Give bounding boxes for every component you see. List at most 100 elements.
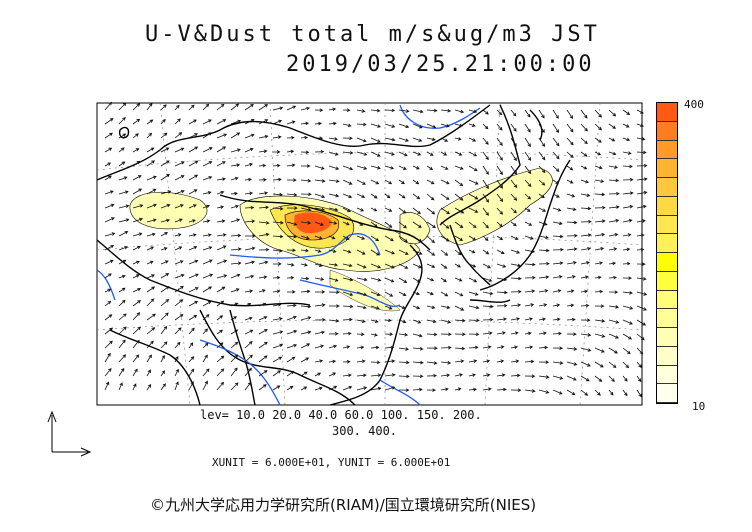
wind-vector [384, 193, 391, 199]
wind-vector [412, 360, 424, 365]
wind-vector [426, 361, 438, 365]
wind-vector [440, 235, 450, 242]
wind-vector [132, 148, 140, 153]
wind-vector [384, 318, 392, 323]
wind-vector [412, 346, 424, 351]
wind-vector [342, 345, 351, 349]
wind-vector [118, 176, 128, 181]
wind-vector [202, 233, 212, 237]
wind-vector [412, 151, 422, 156]
wind-vector [636, 291, 648, 296]
wind-vector [454, 346, 466, 351]
wind-vector [146, 313, 156, 321]
wind-vector [468, 207, 479, 213]
wind-vector [496, 165, 503, 176]
wind-vector [538, 207, 547, 212]
wind-vector [622, 276, 632, 280]
wind-vector [118, 218, 130, 223]
wind-vector [174, 341, 181, 349]
wind-vector [580, 333, 592, 337]
wind-vector [370, 360, 381, 365]
wind-vector [258, 178, 267, 182]
wind-vector [398, 207, 407, 214]
wind-vector [188, 174, 199, 181]
wind-vector [244, 274, 255, 279]
wind-vector [188, 219, 196, 223]
wind-vector [160, 132, 168, 139]
wind-vector [538, 360, 550, 364]
wind-vector [370, 373, 382, 378]
wind-vector [216, 315, 224, 321]
wind-vector [216, 190, 225, 195]
wind-vector [552, 207, 562, 212]
wind-vector [104, 147, 113, 153]
wind-vector [146, 218, 157, 223]
wind-vector [594, 109, 602, 118]
wind-vector [622, 361, 630, 369]
wind-vector [202, 286, 213, 293]
wind-vector [426, 151, 434, 156]
wind-vector [454, 291, 464, 297]
wind-vector [468, 123, 476, 127]
wind-vector [188, 381, 194, 391]
wind-vector [622, 123, 630, 128]
wind-vector [608, 261, 617, 266]
wind-vector [104, 368, 112, 377]
wind-vector [244, 341, 253, 349]
wind-vector [440, 387, 449, 392]
wind-vector [594, 205, 606, 210]
wind-vector [146, 132, 153, 139]
wind-vector [510, 249, 521, 254]
wind-vector [342, 151, 354, 155]
wind-vector [118, 274, 126, 279]
wind-vector [636, 190, 648, 195]
wind-vector [314, 372, 322, 377]
wind-vector [244, 191, 254, 196]
wind-vector [622, 261, 631, 266]
wind-vector [356, 249, 366, 255]
wind-vector [622, 164, 633, 169]
wind-vector [230, 329, 239, 335]
wind-vector [510, 373, 521, 378]
wind-vector [216, 146, 227, 153]
wind-vector [132, 118, 141, 125]
wind-vector [370, 235, 380, 242]
wind-vector [104, 232, 116, 237]
wind-vector [342, 179, 353, 185]
wind-vector [580, 193, 591, 197]
wind-vector [510, 388, 522, 392]
wind-vector [426, 277, 435, 282]
wind-vector [412, 179, 420, 185]
wind-vector [384, 263, 395, 269]
wind-vector [244, 104, 254, 111]
wind-vector [426, 207, 436, 215]
wind-vector [356, 291, 368, 296]
wind-vector [496, 235, 504, 241]
wind-vector [440, 345, 452, 350]
wind-vector [356, 277, 368, 282]
wind-vector [258, 370, 268, 377]
wind-vector [314, 235, 323, 240]
wind-vector [538, 109, 545, 119]
wind-vector [510, 235, 519, 240]
wind-vector [230, 103, 240, 111]
wind-vector [118, 354, 127, 363]
wind-vector [496, 331, 506, 335]
wind-vector [496, 249, 505, 254]
wind-vector [538, 261, 550, 266]
wind-vector [174, 368, 179, 377]
wind-vector [524, 179, 532, 188]
wind-vector [384, 386, 396, 391]
wind-vector [538, 389, 550, 394]
wind-vector [384, 207, 393, 212]
wind-vector [286, 105, 297, 111]
wind-vector [370, 151, 381, 157]
wind-vector [160, 354, 165, 363]
wind-vector [566, 179, 574, 184]
wind-vector [300, 276, 310, 281]
wind-vector [398, 360, 410, 365]
wind-vector [286, 135, 295, 140]
wind-vector [202, 314, 210, 321]
wind-vector [594, 192, 606, 197]
wind-vector [314, 263, 323, 267]
